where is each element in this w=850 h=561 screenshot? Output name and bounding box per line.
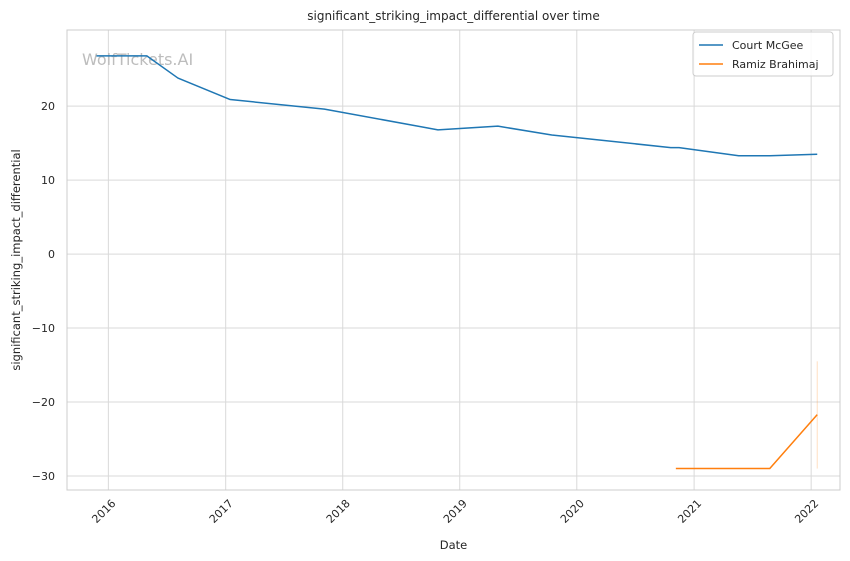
y-axis-label: significant_striking_impact_differential bbox=[9, 149, 23, 370]
y-tick-label: 0 bbox=[48, 248, 55, 261]
y-tick-label: −10 bbox=[32, 322, 55, 335]
y-tick-label: 20 bbox=[41, 100, 55, 113]
series-line-1 bbox=[96, 55, 818, 157]
series-line-2 bbox=[675, 414, 818, 470]
y-tick-label: −20 bbox=[32, 396, 55, 409]
gridlines bbox=[67, 30, 840, 490]
legend-box bbox=[692, 31, 834, 77]
y-tick-label: −30 bbox=[32, 470, 55, 483]
plot-area-frame bbox=[66, 29, 841, 491]
x-axis-label: Date bbox=[440, 538, 468, 552]
y-tick-label: 10 bbox=[41, 174, 55, 187]
legend-label: Ramiz Brahimaj bbox=[732, 58, 819, 71]
watermark: WolfTickets.AI bbox=[82, 50, 193, 69]
legend: Court McGee Ramiz Brahimaj bbox=[692, 31, 834, 77]
chart-title: significant_striking_impact_differential… bbox=[307, 9, 599, 23]
legend-label: Court McGee bbox=[732, 39, 804, 52]
series-layer bbox=[96, 55, 818, 470]
y-axis-ticks: −30 −20 −10 0 10 20 bbox=[32, 100, 55, 483]
